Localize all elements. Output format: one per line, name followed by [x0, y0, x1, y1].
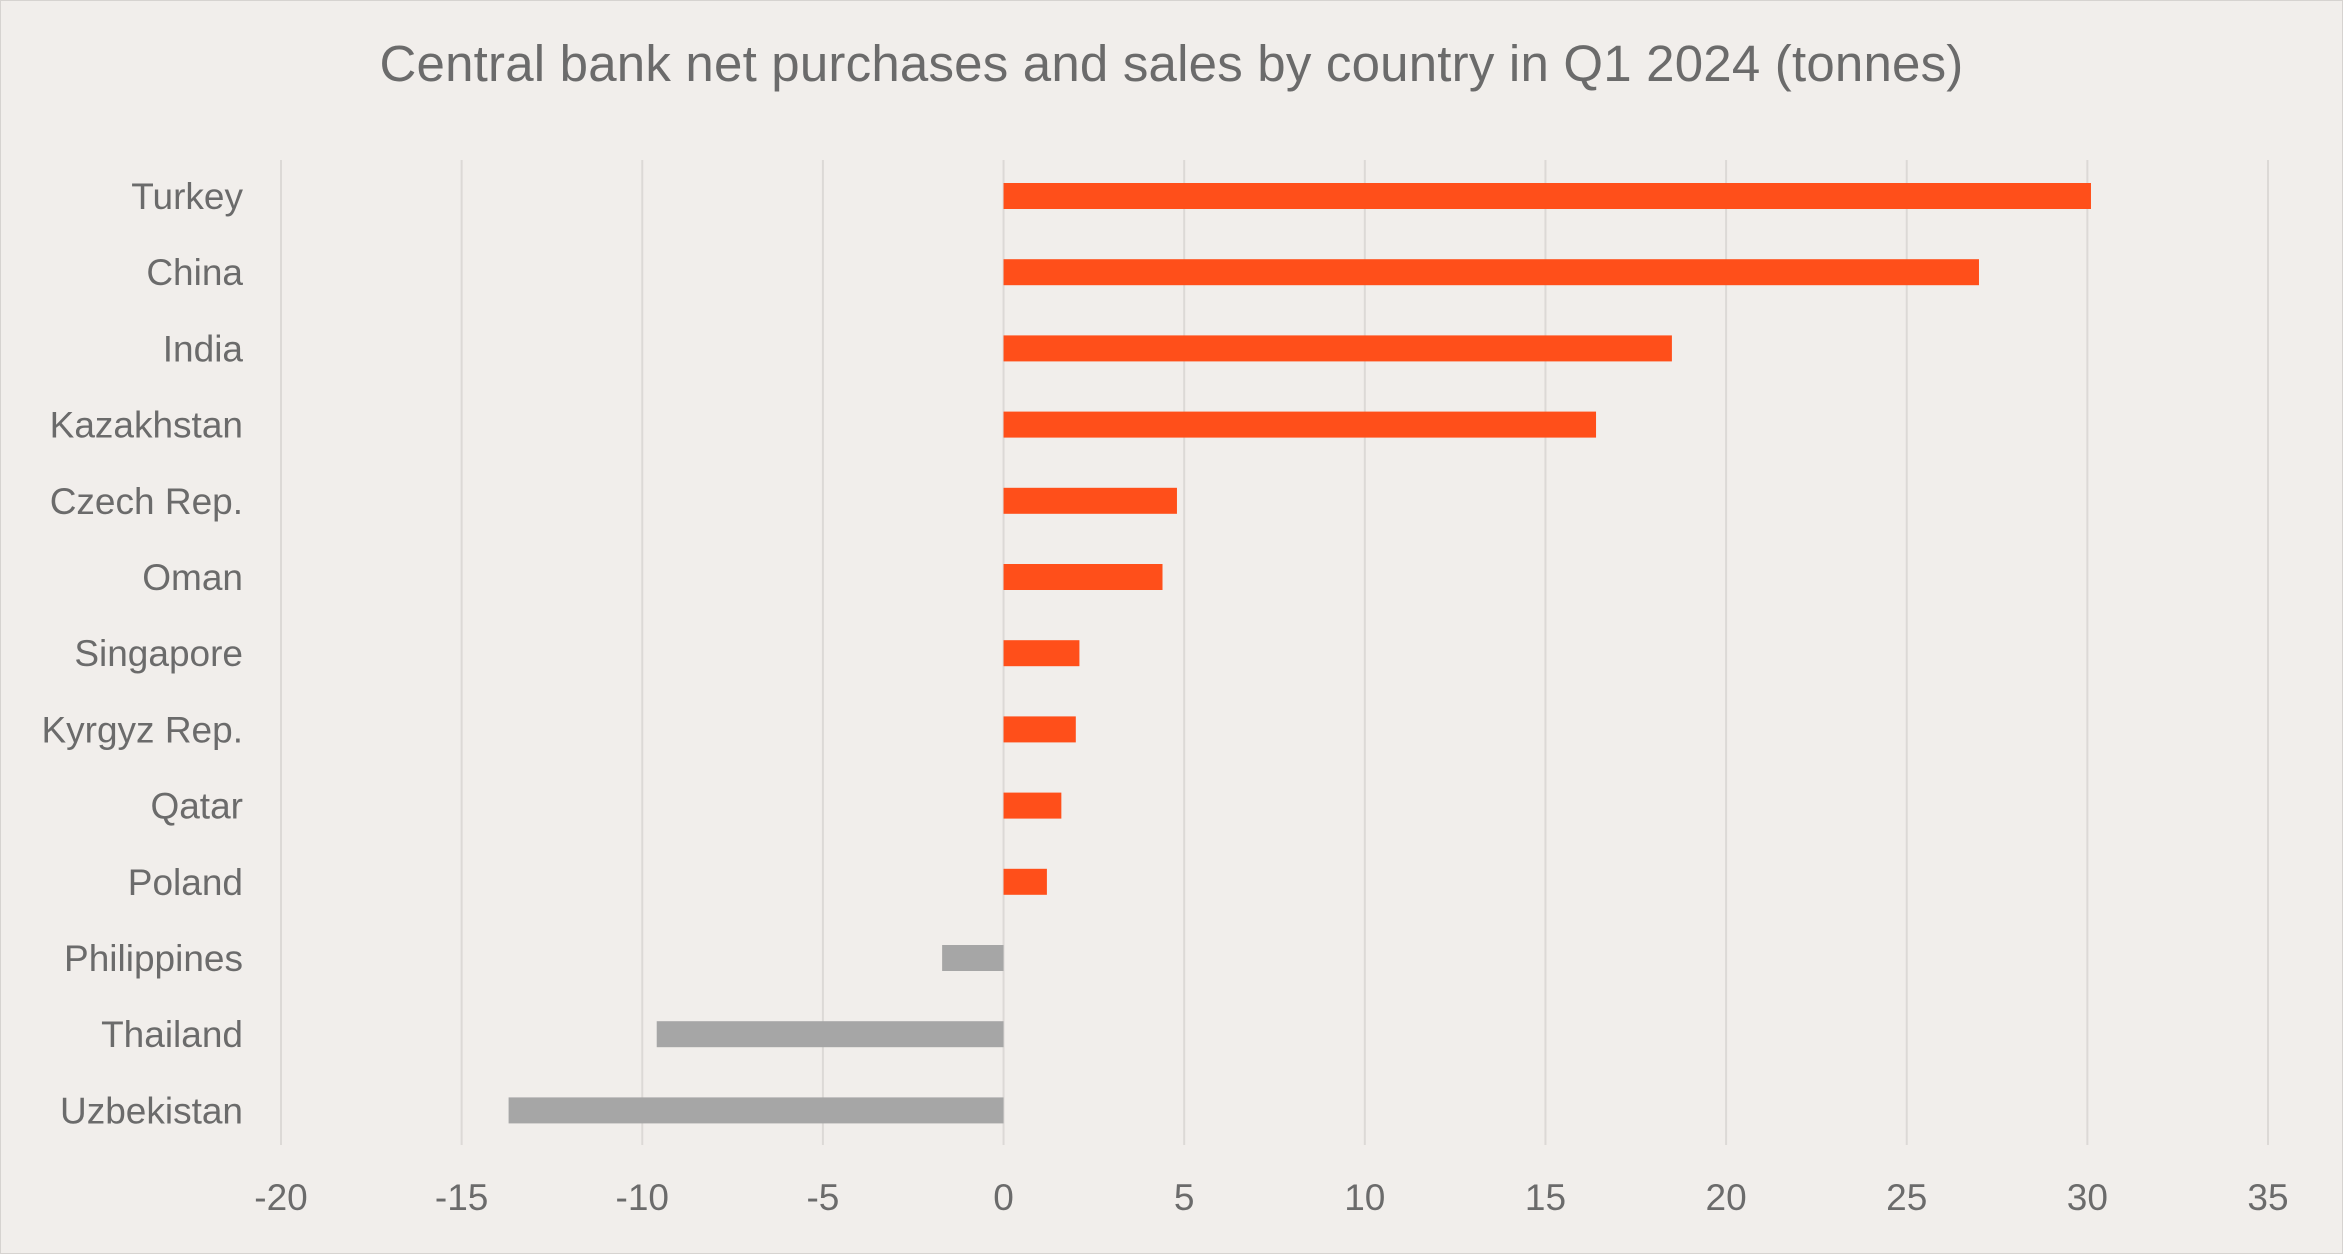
x-tick-label-10: -10	[616, 1177, 669, 1218]
bar-czech-rep	[1003, 487, 1177, 514]
bar-qatar	[1003, 792, 1062, 819]
bar-turkey	[1003, 183, 2091, 209]
category-labels: Turkey China India Kazakhstan Czech Rep. Oman…	[41, 176, 243, 1131]
x-tick-label-25: 25	[1886, 1177, 1927, 1218]
x-tick-label-0: 0	[993, 1177, 1014, 1218]
bar-singapore	[1003, 640, 1080, 667]
x-tick-label-5: 5	[1174, 1177, 1195, 1218]
category-label-czech-rep: Czech Rep.	[50, 481, 243, 522]
x-tick-label-20: -20	[254, 1177, 307, 1218]
x-tick-label-20: 20	[1706, 1177, 1747, 1218]
category-label-thailand: Thailand	[101, 1014, 243, 1055]
bar-uzbekistan	[508, 1097, 1004, 1124]
gridlines	[280, 160, 2269, 1145]
category-label-china: China	[146, 252, 243, 293]
x-tick-label-5: -5	[806, 1177, 839, 1218]
bar-thailand	[656, 1021, 1004, 1048]
category-label-kazakhstan: Kazakhstan	[50, 405, 243, 446]
category-label-kyrgyz-rep: Kyrgyz Rep.	[41, 709, 243, 750]
bar-poland	[1003, 868, 1047, 895]
x-tick-label-30: 30	[2067, 1177, 2108, 1218]
category-label-poland: Poland	[128, 862, 243, 903]
x-tick-label-15: 15	[1525, 1177, 1566, 1218]
x-tick-label-10: 10	[1344, 1177, 1385, 1218]
bar-kazakhstan	[1003, 411, 1597, 438]
category-label-philippines: Philippines	[64, 938, 243, 979]
category-label-oman: Oman	[142, 557, 243, 598]
bar-china	[1003, 259, 1979, 286]
category-label-uzbekistan: Uzbekistan	[60, 1090, 243, 1131]
bar-philippines	[942, 945, 1004, 971]
x-tick-label-35: 35	[2247, 1177, 2288, 1218]
chart-title: Central bank net purchases and sales by …	[379, 35, 1964, 92]
bar-oman	[1003, 564, 1163, 590]
bar-kyrgyz-rep	[1003, 716, 1076, 743]
bars	[508, 183, 2091, 1124]
x-tick-label-15: -15	[435, 1177, 488, 1218]
bar-india	[1003, 335, 1672, 362]
category-label-turkey: Turkey	[131, 176, 243, 217]
category-label-singapore: Singapore	[74, 633, 243, 674]
category-label-india: India	[163, 328, 244, 369]
x-tick-labels: -20 -15 -10 -5 0 5 10 15 20 25 30 35	[254, 1177, 2288, 1218]
category-label-qatar: Qatar	[150, 786, 243, 827]
